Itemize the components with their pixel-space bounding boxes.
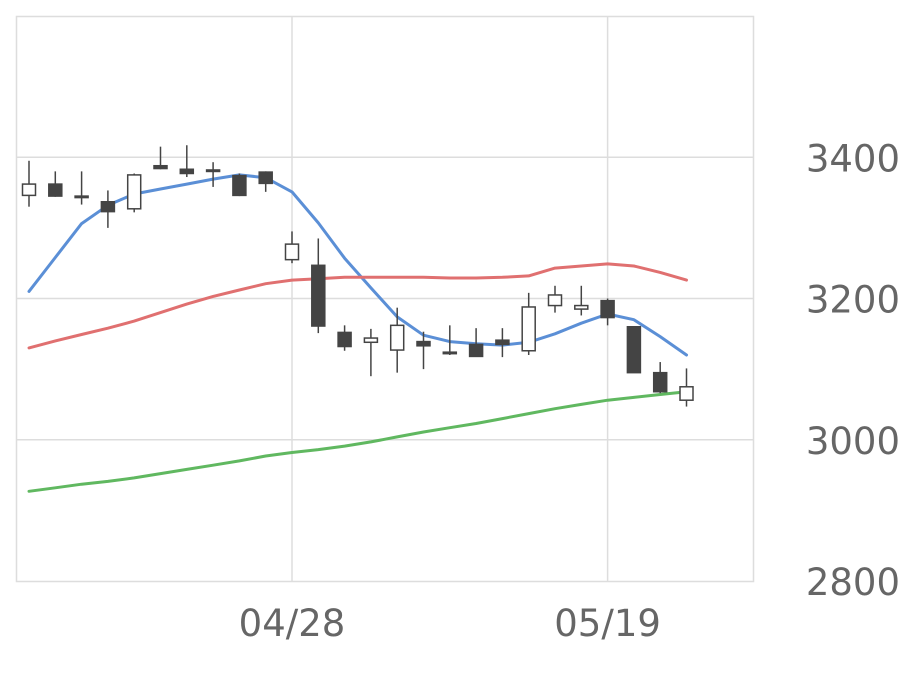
candle-body-up: [574, 304, 589, 310]
candle-body-down: [626, 326, 642, 374]
candle: [363, 328, 379, 377]
candle-body-down: [100, 200, 116, 213]
candle-body-up: [21, 183, 37, 197]
candle: [74, 171, 89, 205]
candle-body-down: [311, 264, 326, 327]
y-tick-labels: 2800 3000 3200 3400: [806, 137, 900, 604]
candle-body-down: [74, 195, 89, 199]
candle-body-down: [495, 339, 510, 346]
candle-body-down: [153, 164, 168, 170]
x-tick-labels: 04/28 05/19: [239, 602, 661, 645]
candle: [442, 325, 458, 355]
candle: [521, 292, 536, 355]
candle: [232, 173, 247, 197]
candle: [153, 146, 168, 170]
candle: [284, 231, 300, 264]
candle: [126, 173, 142, 213]
candle: [179, 145, 195, 178]
series-line-ma-mid: [27, 262, 688, 350]
candle: [311, 238, 326, 334]
moving-average-layer: [27, 173, 688, 493]
candle: [21, 160, 37, 207]
candle: [100, 190, 116, 228]
candle: [574, 285, 589, 316]
candle-body-down: [416, 340, 431, 347]
candle: [205, 162, 221, 187]
candle: [48, 171, 63, 197]
candle-body-down: [179, 168, 195, 175]
candle: [626, 326, 642, 374]
candle-body-up: [521, 306, 536, 352]
y-tick-label: 3000: [806, 420, 900, 463]
candle: [679, 368, 694, 407]
candle-layer: [21, 145, 694, 407]
plot-frame: [15, 15, 755, 583]
candle: [600, 298, 615, 326]
candle: [337, 325, 352, 351]
candle-body-down: [232, 174, 247, 197]
grid-layer: [16, 16, 753, 581]
candle-body-down: [442, 351, 458, 355]
y-tick-label: 3200: [806, 279, 900, 322]
candle-body-up: [363, 337, 379, 344]
candle-body-down: [600, 299, 615, 319]
candle-body-up: [679, 386, 694, 401]
x-tick-label: 05/19: [554, 602, 661, 645]
candle: [416, 331, 431, 370]
candle: [495, 328, 510, 358]
candle-body-down: [205, 169, 221, 173]
candle-body-down: [48, 183, 63, 197]
candle-body-up: [284, 243, 300, 261]
y-tick-label: 2800: [806, 561, 900, 604]
candle: [258, 171, 273, 192]
candle-body-down: [337, 331, 352, 348]
series-line-ma-long: [27, 390, 688, 493]
candle-body-down: [258, 171, 273, 185]
candle-body-up: [126, 174, 142, 210]
candle-body-down: [652, 371, 668, 393]
candle-body-up: [389, 324, 405, 351]
candle-body-up: [547, 294, 563, 307]
x-tick-label: 04/28: [239, 602, 346, 645]
y-tick-label: 3400: [806, 137, 900, 180]
candle: [652, 362, 668, 394]
candle: [389, 307, 405, 373]
candle: [547, 285, 563, 313]
candle-body-down: [468, 343, 484, 358]
candle: [468, 328, 484, 358]
